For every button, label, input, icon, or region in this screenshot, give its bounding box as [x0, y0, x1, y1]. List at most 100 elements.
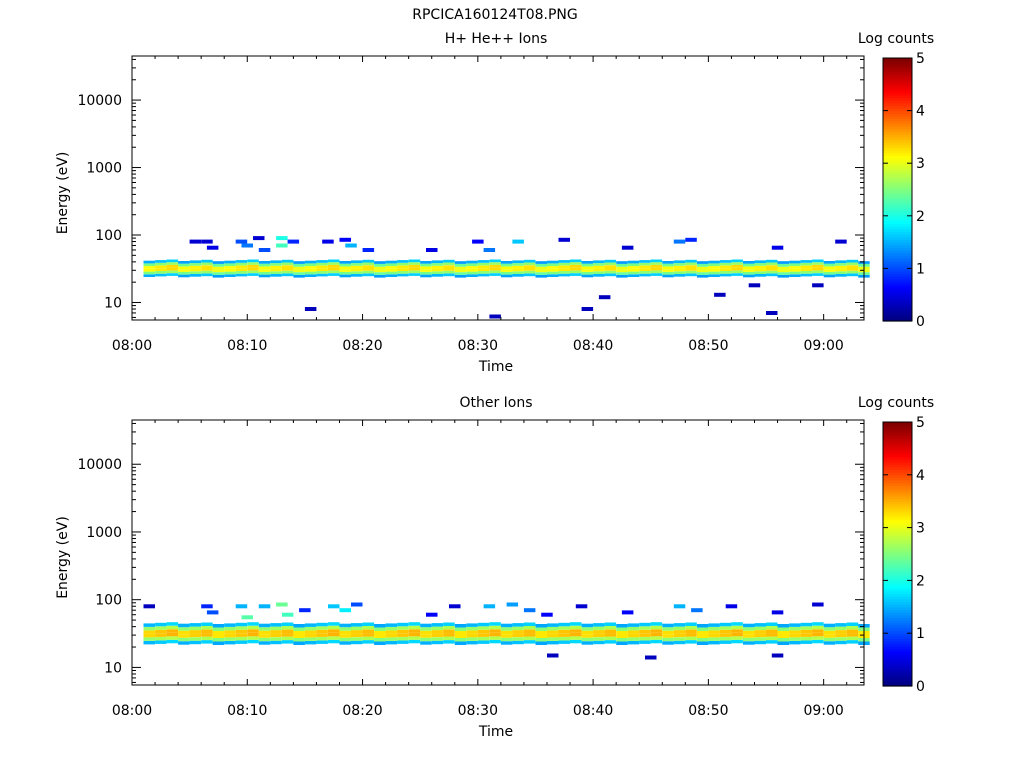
band-cell [316, 629, 328, 634]
colorbar-step [883, 113, 912, 117]
band-cell [374, 261, 386, 264]
spectrogram-cell [621, 245, 634, 250]
band-cell [143, 626, 155, 631]
band-cell [316, 622, 328, 627]
band-cell [789, 630, 801, 634]
band-cell [281, 622, 294, 626]
colorbar-step [883, 638, 912, 642]
band-cell [224, 260, 236, 264]
band-cell [408, 639, 421, 644]
band-cell [466, 623, 478, 627]
band-cell [523, 262, 536, 266]
band-cell [143, 260, 155, 264]
band-cell [304, 260, 317, 264]
band-cell [708, 268, 720, 272]
band-cell [708, 626, 720, 631]
band-cell [351, 268, 363, 272]
colorbar-step [883, 315, 912, 319]
colorbar-step [883, 633, 912, 637]
colorbar-step [883, 445, 912, 449]
band-cell [420, 266, 432, 270]
band-cell [604, 262, 617, 266]
band-cell [281, 265, 294, 268]
band-cell [662, 634, 674, 638]
band-cell [535, 638, 547, 642]
colorbar-step [883, 181, 912, 185]
spectrogram-cell [812, 283, 824, 288]
colorbar-step [883, 136, 912, 141]
colorbar-step [883, 76, 912, 80]
colorbar-step [883, 184, 912, 188]
band-cell [362, 640, 375, 644]
band-cell [789, 640, 801, 645]
band-cell [155, 633, 167, 637]
band-cell [166, 639, 179, 644]
band-cell [201, 640, 213, 644]
band-cell [812, 629, 824, 633]
colorbar-tick-label: 2 [916, 573, 925, 589]
band-cell [547, 268, 559, 272]
band-cell [281, 633, 294, 637]
colorbar-step [883, 115, 912, 120]
band-cell [201, 636, 213, 641]
band-cell [604, 626, 617, 630]
band-cell [777, 638, 789, 642]
band-cell [247, 270, 259, 274]
band-cell [708, 271, 720, 275]
band-cell [708, 637, 720, 641]
band-cell [512, 633, 524, 638]
band-cell [604, 629, 617, 634]
band-cell [178, 261, 190, 264]
colorbar-step [883, 506, 912, 510]
band-cell [835, 265, 847, 269]
band-cell [777, 274, 789, 278]
colorbar-step [883, 65, 912, 70]
band-cell [247, 262, 259, 265]
band-cell [523, 259, 536, 263]
band-cell [593, 271, 605, 274]
colorbar-step [883, 250, 912, 254]
colorbar-step [883, 102, 912, 106]
band-cell [523, 270, 536, 274]
band-cell [696, 627, 709, 631]
band-cell [512, 623, 524, 627]
spectrogram-cell [299, 608, 311, 613]
colorbar-step [883, 63, 912, 67]
band-cell [604, 640, 617, 644]
band-cell [846, 640, 859, 644]
band-cell [454, 631, 467, 635]
band-cell [212, 274, 225, 278]
colorbar-step [883, 456, 912, 460]
band-cell [431, 263, 444, 266]
band-cell [766, 268, 778, 271]
band-cell [673, 630, 686, 634]
band-cell [673, 265, 686, 269]
band-cell [777, 272, 789, 275]
band-cell [570, 639, 582, 644]
colorbar-step [883, 152, 912, 156]
band-cell [627, 623, 640, 627]
band-cell [547, 626, 559, 631]
band-cell [420, 261, 432, 264]
band-cell [143, 271, 155, 275]
band-cell [512, 268, 524, 272]
x-tick-label: 08:40 [573, 338, 613, 354]
band-cell [466, 637, 478, 641]
band-cell [362, 273, 375, 277]
band-cell [523, 622, 536, 626]
colorbar-step [883, 495, 912, 500]
band-cell [235, 622, 248, 627]
band-cell [673, 640, 686, 645]
band-cell [696, 261, 709, 264]
colorbar-step [883, 612, 912, 616]
band-cell [823, 271, 836, 275]
band-cell [224, 271, 236, 275]
band-cell [500, 274, 513, 278]
band-cell [708, 260, 720, 264]
band-cell [489, 259, 501, 263]
band-cell [258, 627, 271, 631]
colorbar-tick-label: 2 [916, 209, 925, 225]
colorbar-step [883, 263, 912, 267]
band-cell [650, 259, 663, 263]
band-cell [351, 637, 363, 641]
